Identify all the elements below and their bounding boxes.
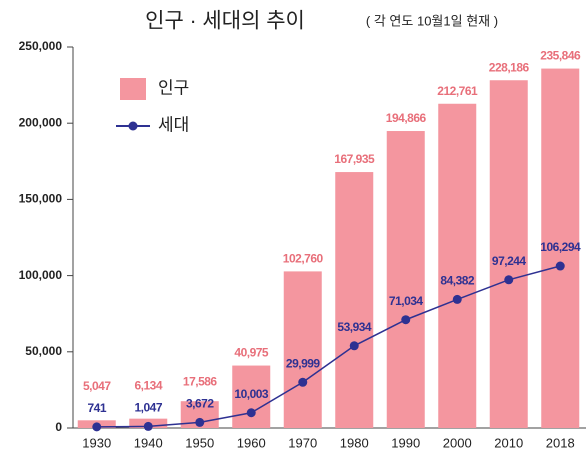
chart-title: 인구 · 세대의 추이 [145,10,305,33]
bar-value-label: 40,975 [234,346,269,360]
bar-value-label: 17,586 [183,375,218,389]
x-tick-label: 2010 [494,435,523,450]
y-tick-label: 200,000 [19,115,63,129]
line-value-label: 106,294 [540,240,581,254]
line-marker [452,294,462,304]
x-tick-label: 1980 [340,435,369,450]
legend-swatch-marker [128,121,138,131]
line-marker [555,261,565,271]
x-tick-label: 1950 [185,435,214,450]
bar [489,80,528,428]
x-tick-label: 1940 [134,435,163,450]
line-marker [298,377,308,387]
line-marker [349,341,359,351]
y-tick-label: 250,000 [19,39,63,53]
x-tick-label: 1970 [288,435,317,450]
x-tick-label: 1930 [82,435,111,450]
line-marker [143,421,153,431]
bar-value-label: 228,186 [489,60,530,74]
bar-value-label: 5,047 [83,379,111,393]
y-tick-label: 50,000 [25,344,62,358]
line-value-label: 10,003 [234,387,269,401]
bar [386,131,425,428]
line-value-label: 71,034 [389,294,424,308]
bar-value-label: 6,134 [134,379,162,393]
x-tick-label: 2018 [546,435,575,450]
line-value-label: 97,244 [492,254,527,268]
bar-value-label: 235,846 [540,49,581,63]
line-value-label: 1,047 [134,401,162,415]
x-tick-label: 2000 [443,435,472,450]
y-tick-label: 100,000 [19,268,63,282]
line-marker [92,422,102,432]
bar-value-label: 212,761 [437,84,478,98]
line-marker [504,275,514,285]
line-marker [246,408,256,418]
line-marker [401,315,411,325]
bar [438,103,477,429]
bar-value-label: 194,866 [386,111,427,125]
bar-value-label: 102,760 [283,252,324,266]
line-value-label: 84,382 [440,274,475,288]
legend-label: 세대 [158,115,189,134]
line-marker [195,417,205,427]
line-value-label: 3,672 [186,397,214,411]
line-value-label: 29,999 [286,356,321,370]
y-tick-label: 0 [55,420,62,434]
bar [283,271,322,428]
bar [541,68,580,429]
y-tick-label: 150,000 [19,192,63,206]
legend-label: 인구 [158,78,189,97]
chart-subtitle: ( 각 연도 10월1일 현재 ) [366,13,498,28]
bar-value-label: 167,935 [334,152,375,166]
line-value-label: 741 [87,401,106,415]
line-value-label: 53,934 [337,320,372,334]
x-tick-label: 1990 [391,435,420,450]
bar [335,172,374,428]
x-tick-label: 1960 [237,435,266,450]
line [96,265,561,428]
legend-swatch-bar [120,78,146,100]
bar [232,365,271,428]
